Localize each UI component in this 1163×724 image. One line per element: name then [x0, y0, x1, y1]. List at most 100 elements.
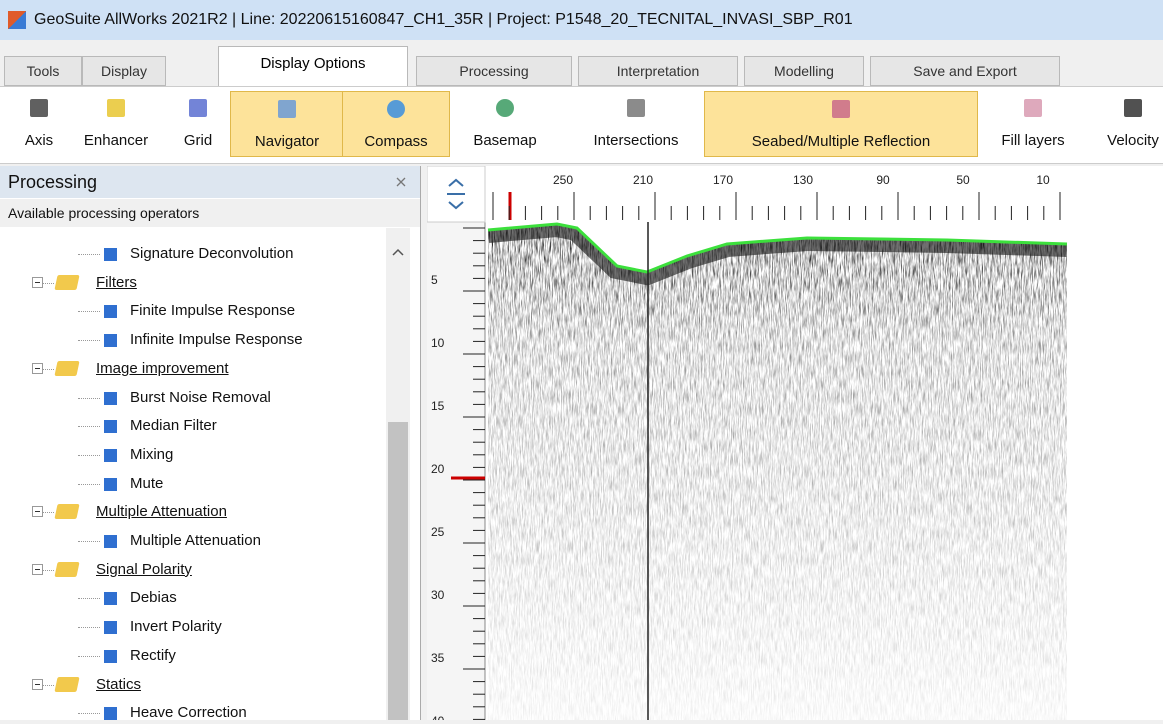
tab[interactable]: Display Options: [218, 46, 408, 87]
toolbar-button[interactable]: Seabed/Multiple Reflection: [704, 91, 978, 157]
folder-icon: [54, 274, 80, 290]
operator-label[interactable]: Mute: [130, 474, 164, 492]
tab[interactable]: Display: [82, 56, 166, 86]
operator-label[interactable]: Invert Polarity: [130, 618, 222, 636]
button-icon: [832, 100, 850, 118]
button-icon: [107, 99, 125, 117]
operator-icon: [104, 707, 117, 720]
left-ruler-label: 40: [431, 714, 445, 720]
button-label: Grid: [183, 132, 213, 149]
seismic-canvas: 250 210 170 130 90 50 10 5 10 15 20 25 30 35 40: [426, 165, 1163, 724]
group-label[interactable]: Multiple Attenuation: [96, 503, 227, 521]
app-icon: [8, 11, 26, 29]
toolbar-button[interactable]: Axis: [14, 91, 64, 155]
scroll-up-arrow[interactable]: [392, 248, 404, 256]
expand-box[interactable]: [32, 276, 43, 288]
operator-label[interactable]: Multiple Attenuation: [130, 532, 261, 549]
button-icon: [496, 99, 514, 117]
minus: [35, 683, 40, 685]
top-ruler-label: 250: [553, 173, 573, 187]
button-icon: [189, 99, 207, 117]
toolbar-button[interactable]: Fill layers: [982, 91, 1084, 155]
left-ruler-label: 25: [431, 525, 445, 539]
operator-label[interactable]: Signature Deconvolution: [130, 245, 294, 262]
operator-icon: [104, 420, 117, 434]
toolbar-button[interactable]: Intersections: [570, 91, 702, 155]
tree-line: [40, 368, 54, 370]
tab[interactable]: Modelling: [744, 56, 864, 86]
folder-icon: [54, 676, 80, 692]
folder-icon: [54, 561, 80, 577]
top-ruler-label: 50: [956, 173, 970, 187]
tab[interactable]: Tools: [4, 56, 82, 86]
minus: [35, 281, 40, 283]
toolbar-button[interactable]: Basemap: [456, 91, 554, 155]
zoom-icon[interactable]: [447, 178, 465, 210]
operator-label[interactable]: Mixing: [130, 445, 174, 463]
panel-header: Processing: [0, 166, 420, 198]
group-label[interactable]: Signal Polarity: [96, 560, 192, 578]
top-ruler-label: 210: [633, 173, 653, 187]
top-ruler-label: 170: [713, 173, 733, 187]
operator-label[interactable]: Rectify: [130, 646, 176, 664]
tree-line: [78, 483, 100, 485]
toolbar: Axis Enhancer Grid Navigator Compass Basemap I…: [0, 86, 1163, 164]
left-ruler-label: 35: [431, 651, 445, 665]
panel-subtitle-bar: Available processing operators: [0, 199, 420, 227]
tab[interactable]: Save and Export: [870, 56, 1060, 86]
operator-label[interactable]: Infinite Impulse Response: [130, 331, 303, 349]
tree-line: [78, 340, 100, 342]
operator-icon: [104, 448, 117, 462]
tree-line: [78, 627, 100, 629]
panel-title: Processing: [8, 172, 98, 192]
button-label: Intersections: [593, 132, 679, 149]
toolbar-button[interactable]: Enhancer: [72, 91, 160, 155]
toolbar-button[interactable]: Velocity: [1088, 91, 1163, 155]
scrollbar[interactable]: [386, 228, 410, 720]
window-title: GeoSuite AllWorks 2021R2 | Line: 2022061…: [34, 11, 853, 28]
operator-label[interactable]: Finite Impulse Response: [130, 302, 296, 320]
seabed-line: [487, 222, 1068, 274]
button-label: Axis: [24, 132, 54, 149]
minus: [35, 367, 40, 369]
operator-icon: [104, 248, 117, 261]
expand-box[interactable]: [32, 506, 43, 518]
operator-icon: [104, 535, 117, 548]
left-ruler-label: 30: [431, 588, 445, 602]
operator-label[interactable]: Debias: [130, 589, 177, 607]
tree-line: [40, 282, 54, 284]
expand-box[interactable]: [32, 362, 43, 374]
close-button[interactable]: [396, 177, 406, 187]
tree-line: [78, 454, 100, 456]
toolbar-button[interactable]: Compass: [342, 91, 450, 157]
operator-label[interactable]: Burst Noise Removal: [130, 388, 271, 406]
tab-bar: Tools Display Display Options Processing Int…: [0, 44, 1163, 87]
operator-label[interactable]: Median Filter: [130, 417, 217, 435]
top-ruler-label: 90: [876, 173, 890, 187]
tab[interactable]: Interpretation: [578, 56, 738, 86]
operator-label[interactable]: Heave Correction: [130, 704, 247, 720]
button-icon: [387, 100, 405, 118]
operator-icon: [104, 334, 117, 348]
button-icon: [278, 100, 296, 118]
toolbar-button[interactable]: Navigator: [230, 91, 344, 157]
tree-line: [78, 541, 100, 542]
scroll-thumb[interactable]: [388, 422, 408, 720]
operator-icon: [104, 621, 117, 635]
tab[interactable]: Processing: [416, 56, 572, 86]
toolbar-button[interactable]: Grid: [178, 91, 218, 155]
group-label[interactable]: Filters: [96, 273, 137, 291]
expand-box[interactable]: [32, 678, 43, 690]
group-label[interactable]: Statics: [96, 675, 142, 693]
tree-line: [78, 254, 100, 255]
tree-line: [78, 598, 100, 600]
button-label: Compass: [364, 133, 428, 150]
operator-icon: [104, 477, 117, 491]
group-label[interactable]: Image improvement: [96, 359, 229, 377]
tree-line: [78, 713, 100, 715]
expand-box[interactable]: [32, 563, 43, 575]
button-label: Basemap: [473, 132, 537, 149]
operator-tree: Signature Deconvolution Filters Finite Imp…: [0, 228, 420, 720]
operator-icon: [104, 305, 117, 319]
